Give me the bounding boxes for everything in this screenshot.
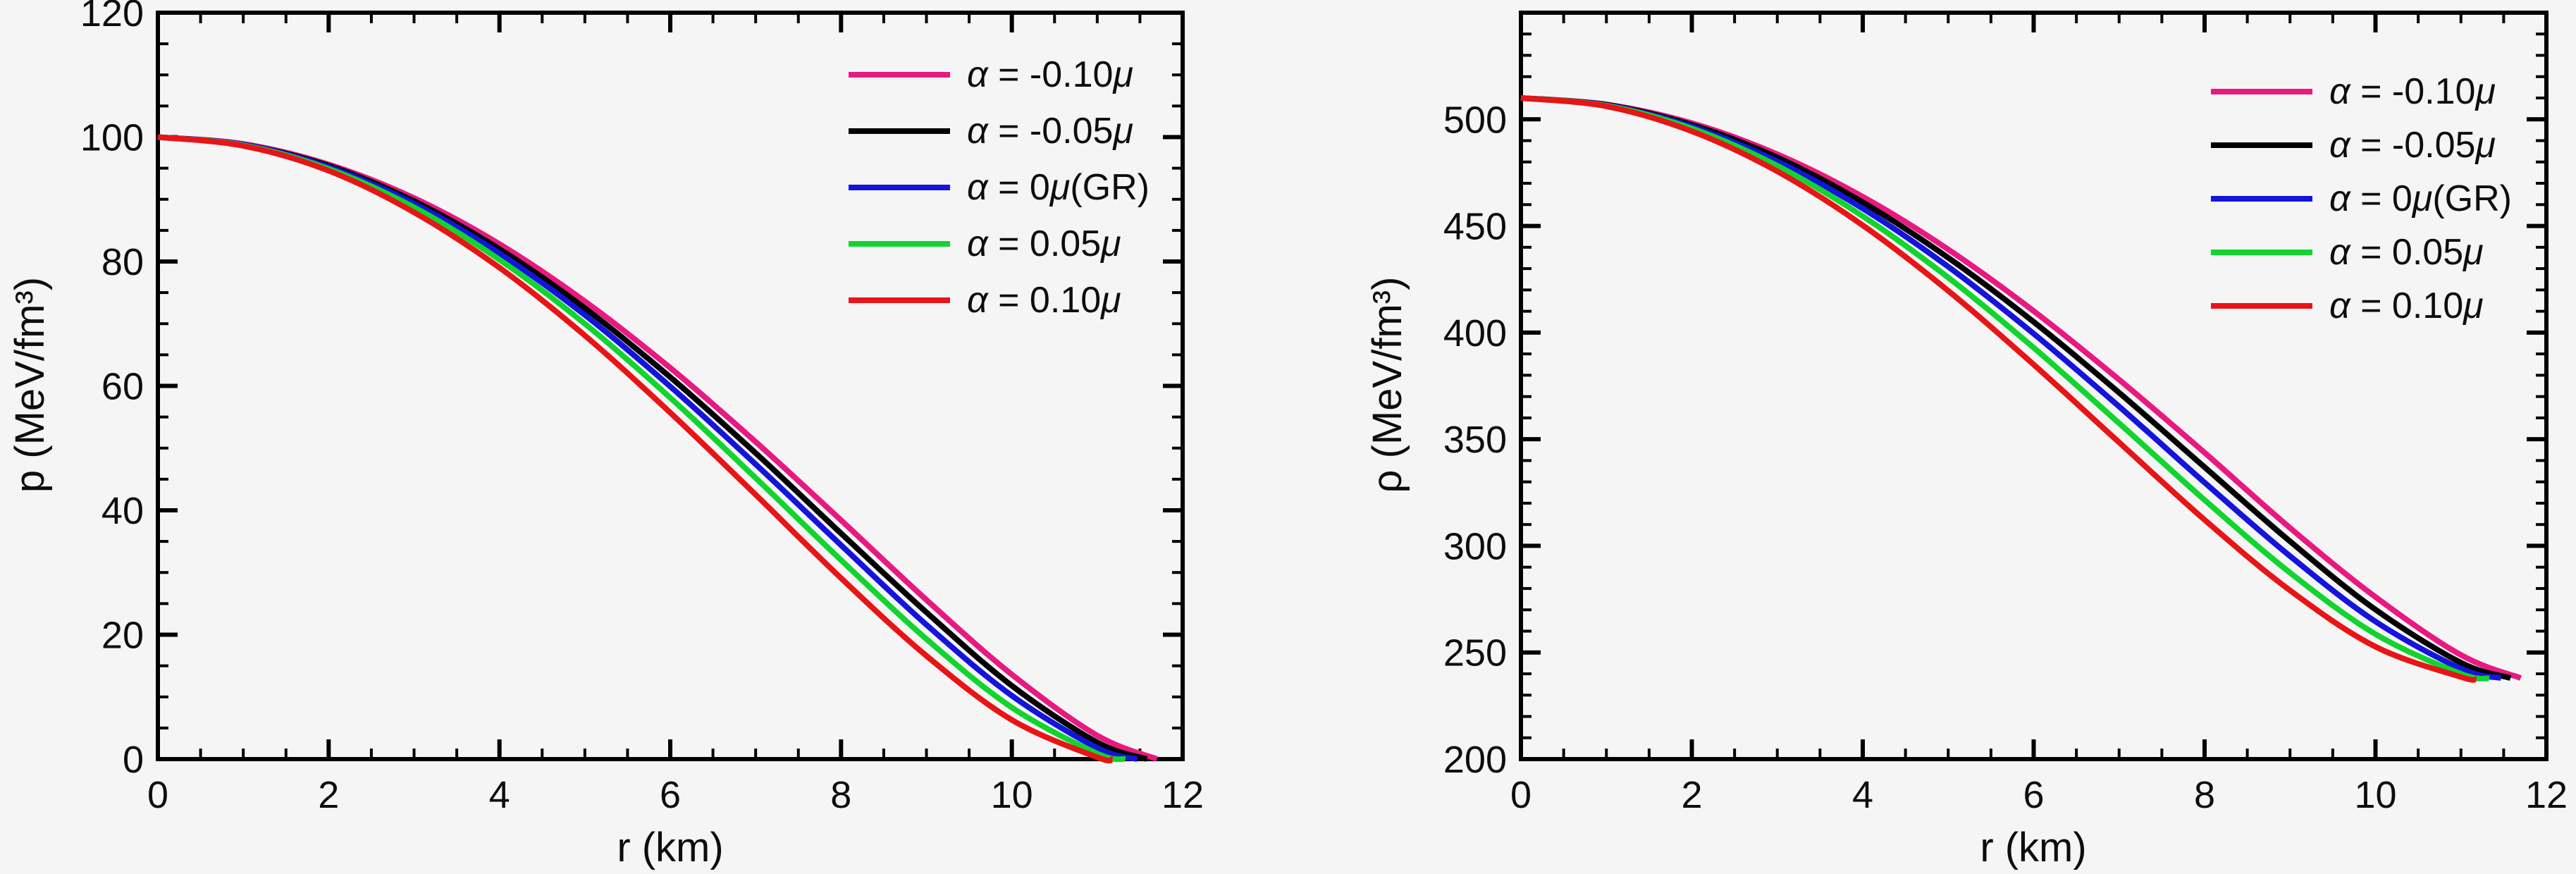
y-tick-label: 350 bbox=[1443, 419, 1507, 461]
y-axis-label-density: ρ (MeV/fm³) bbox=[1364, 277, 1410, 493]
legend-label: α = 0.05μ bbox=[2329, 232, 2484, 273]
y-tick-label: 80 bbox=[101, 241, 144, 283]
curves bbox=[1520, 95, 2522, 683]
legend-item: α = -0.10μ bbox=[849, 54, 1133, 95]
x-tick-label: 12 bbox=[2525, 774, 2568, 816]
y-tick-label: 100 bbox=[80, 117, 144, 159]
y-tick-label: 300 bbox=[1443, 525, 1507, 567]
legend-item: α = 0.10μ bbox=[2211, 285, 2484, 326]
legend-label: α = 0.05μ bbox=[967, 223, 1121, 264]
y-tick-label: 20 bbox=[101, 615, 144, 657]
y-tick-label: 250 bbox=[1443, 632, 1507, 675]
curve-0.10 bbox=[1520, 95, 2477, 683]
x-tick-label: 6 bbox=[2023, 774, 2044, 816]
legend-label: α = 0.10μ bbox=[2329, 285, 2484, 326]
legend-label: α = 0μ(GR) bbox=[967, 167, 1150, 208]
density-plot: r (km) ρ (MeV/fm³) 0 2 4 6 8 10 12 200 250 300 350… bbox=[1364, 11, 2568, 870]
legend: α = -0.10μ α = -0.05μ α = 0μ(GR) α = 0.05μ α… bbox=[849, 54, 1150, 321]
y-tick-label: 200 bbox=[1443, 739, 1507, 781]
x-axis-label-pressure: r (km) bbox=[617, 825, 723, 870]
x-tick-label: 0 bbox=[147, 774, 168, 816]
legend-label: α = 0.10μ bbox=[967, 280, 1121, 321]
pressure-plot: r (km) p (MeV/fm³) 0 2 4 6 8 10 12020406080100… bbox=[7, 0, 1204, 870]
legend-item: α = 0μ(GR) bbox=[849, 167, 1150, 208]
legend-item: α = 0μ(GR) bbox=[2211, 178, 2512, 219]
legend-item: α = -0.10μ bbox=[2211, 71, 2496, 112]
legend-label: α = 0μ(GR) bbox=[2329, 178, 2512, 219]
curves bbox=[157, 134, 1159, 764]
legend-item: α = -0.05μ bbox=[2211, 125, 2496, 166]
x-tick-label: 4 bbox=[1852, 774, 1873, 816]
curve-0.10 bbox=[157, 134, 1114, 764]
legend-label: α = -0.10μ bbox=[2329, 71, 2496, 112]
legend-item: α = 0.10μ bbox=[849, 280, 1121, 321]
x-tick-label: 0 bbox=[1510, 774, 1532, 816]
x-tick-label: 8 bbox=[830, 774, 851, 816]
legend-item: α = 0.05μ bbox=[849, 223, 1121, 264]
x-tick-label: 2 bbox=[318, 774, 339, 816]
y-tick-label: 120 bbox=[80, 0, 144, 35]
y-axis-label-pressure: p (MeV/fm³) bbox=[7, 277, 53, 493]
x-tick-label: 12 bbox=[1161, 774, 1204, 816]
legend: α = -0.10μ α = -0.05μ α = 0μ(GR) α = 0.05μ α… bbox=[2211, 71, 2512, 326]
x-tick-label: 6 bbox=[660, 774, 681, 816]
x-tick-label: 10 bbox=[991, 774, 1033, 816]
legend-label: α = -0.05μ bbox=[967, 111, 1133, 152]
ticks bbox=[156, 11, 1185, 761]
y-tick-label: 450 bbox=[1443, 206, 1507, 248]
legend-item: α = 0.05μ bbox=[2211, 232, 2484, 273]
y-tick-label: 60 bbox=[101, 366, 144, 408]
y-tick-label: 40 bbox=[101, 490, 144, 532]
legend-item: α = -0.05μ bbox=[849, 111, 1133, 152]
legend-label: α = -0.10μ bbox=[967, 54, 1133, 95]
ticks bbox=[1519, 11, 2549, 761]
legend-label: α = -0.05μ bbox=[2329, 125, 2496, 166]
y-tick-label: 500 bbox=[1443, 99, 1507, 141]
y-tick-label: 400 bbox=[1443, 312, 1507, 355]
x-tick-label: 2 bbox=[1681, 774, 1702, 816]
y-tick-label: 0 bbox=[123, 739, 144, 781]
x-tick-label: 10 bbox=[2354, 774, 2396, 816]
x-tick-label: 8 bbox=[2194, 774, 2215, 816]
x-tick-label: 4 bbox=[489, 774, 510, 816]
x-axis-label-density: r (km) bbox=[1980, 825, 2086, 870]
